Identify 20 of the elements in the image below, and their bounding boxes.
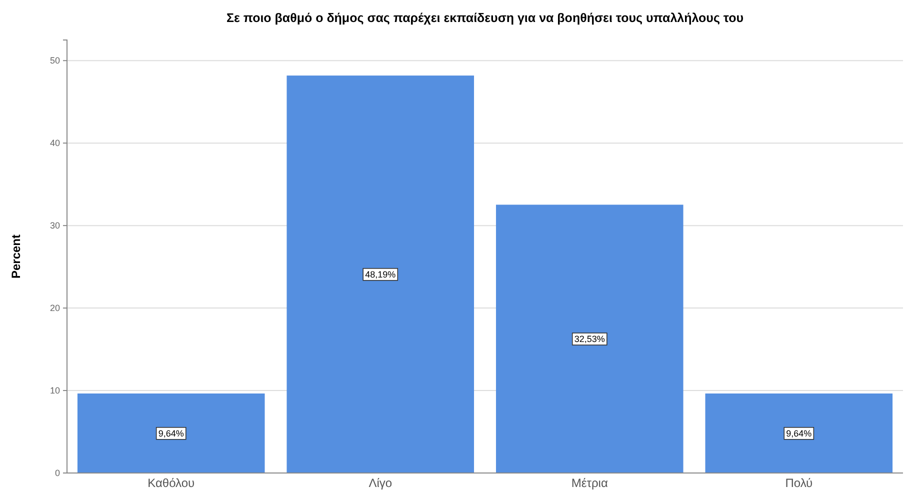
- bar: [705, 393, 893, 473]
- y-axis-title: Percent: [9, 234, 23, 279]
- y-tick-label: 0: [54, 468, 60, 478]
- chart-title: Σε ποιο βαθμό ο δήμος σας παρέχει εκπαίδευση για να βοηθήσει τους υπαλλήλους του: [226, 11, 744, 25]
- y-tick-label: 40: [50, 138, 60, 148]
- x-tick-label: Πολύ: [785, 476, 813, 490]
- data-label: 9,64%: [786, 428, 812, 438]
- x-tick-label: Μέτρια: [571, 476, 608, 490]
- bar: [286, 76, 474, 473]
- x-tick-label: Λίγο: [368, 476, 392, 490]
- bar: [77, 393, 265, 473]
- data-label: 32,53%: [574, 334, 605, 344]
- data-label: 48,19%: [365, 269, 396, 280]
- x-tick-label: Καθόλου: [148, 476, 195, 490]
- y-tick-label: 30: [50, 220, 60, 230]
- y-tick-label: 10: [50, 385, 60, 396]
- y-tick-label: 50: [50, 56, 60, 66]
- bar: [496, 204, 684, 473]
- y-tick-label: 20: [50, 302, 60, 313]
- data-label: 9,64%: [158, 428, 184, 438]
